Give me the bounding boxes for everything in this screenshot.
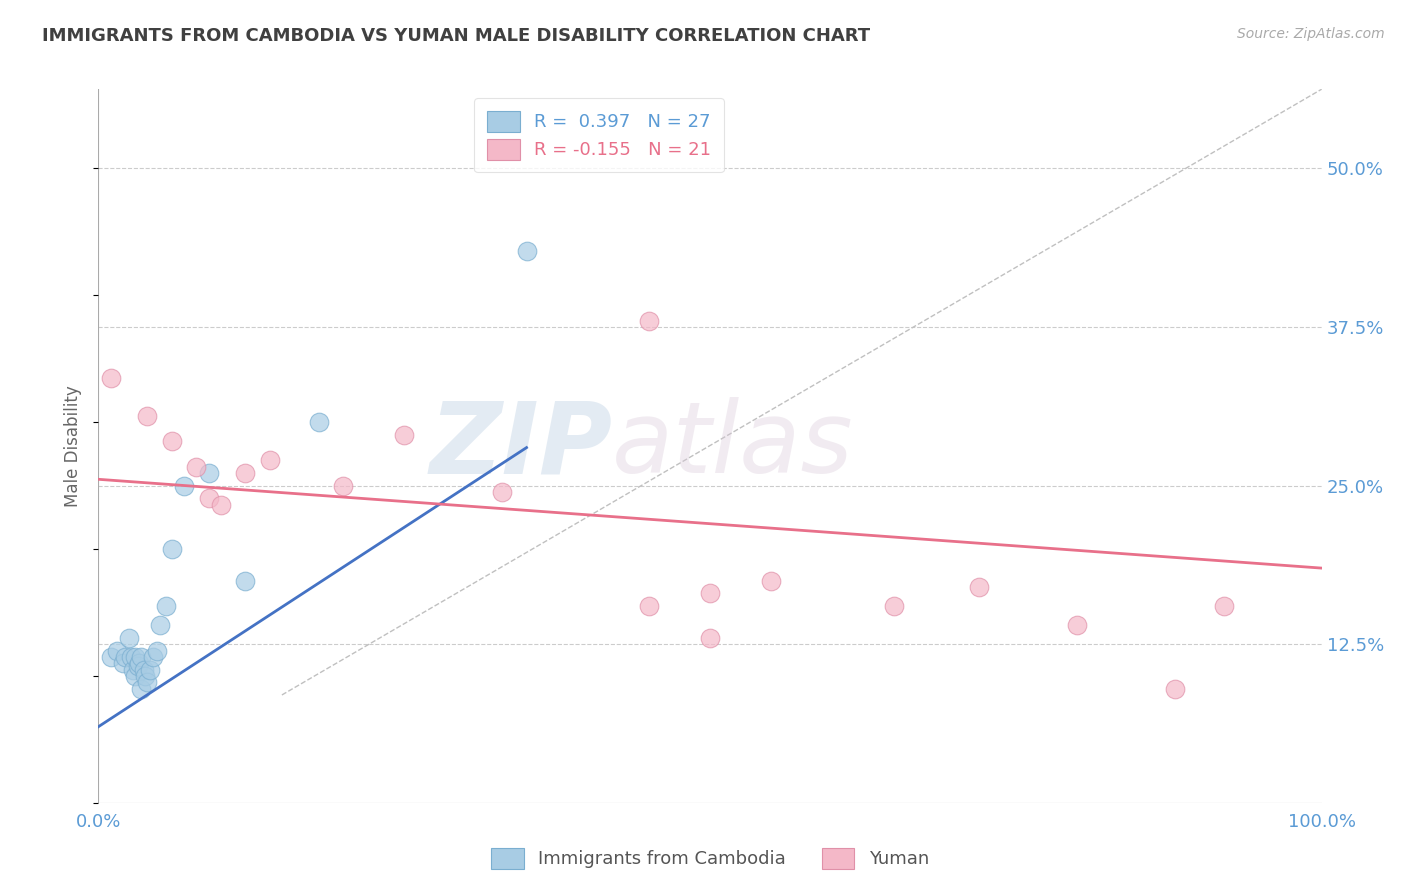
Point — [149, 618, 172, 632]
Point — [308, 415, 330, 429]
Point — [134, 669, 156, 683]
Point — [114, 649, 136, 664]
Text: IMMIGRANTS FROM CAMBODIA VS YUMAN MALE DISABILITY CORRELATION CHART: IMMIGRANTS FROM CAMBODIA VS YUMAN MALE D… — [42, 27, 870, 45]
Point — [186, 459, 208, 474]
Point — [699, 586, 721, 600]
Point — [1164, 681, 1187, 696]
Text: ZIP: ZIP — [429, 398, 612, 494]
Point — [124, 669, 146, 683]
Point — [699, 631, 721, 645]
Point — [128, 657, 150, 671]
Point — [129, 649, 152, 664]
Point — [515, 244, 537, 258]
Point — [233, 466, 256, 480]
Point — [197, 491, 219, 506]
Point — [761, 574, 783, 588]
Point — [160, 434, 183, 449]
Point — [146, 643, 169, 657]
Point — [136, 409, 159, 423]
Text: Source: ZipAtlas.com: Source: ZipAtlas.com — [1237, 27, 1385, 41]
Point — [209, 498, 232, 512]
Point — [1066, 618, 1088, 632]
Point — [100, 649, 122, 664]
Point — [967, 580, 990, 594]
Point — [638, 599, 661, 614]
Point — [173, 478, 195, 492]
Point — [197, 466, 219, 480]
Point — [332, 478, 354, 492]
Point — [124, 649, 146, 664]
Point — [155, 599, 177, 614]
Point — [491, 485, 513, 500]
Point — [883, 599, 905, 614]
Y-axis label: Male Disability: Male Disability — [65, 385, 83, 507]
Point — [111, 657, 134, 671]
Point — [392, 428, 416, 442]
Point — [121, 663, 143, 677]
Point — [100, 371, 122, 385]
Point — [120, 649, 142, 664]
Point — [160, 542, 183, 557]
Point — [105, 643, 128, 657]
Point — [118, 631, 141, 645]
Point — [142, 649, 165, 664]
Text: atlas: atlas — [612, 398, 853, 494]
Point — [127, 658, 149, 673]
Legend: Immigrants from Cambodia, Yuman: Immigrants from Cambodia, Yuman — [481, 837, 939, 880]
Point — [139, 663, 162, 677]
Point — [1212, 599, 1234, 614]
Point — [259, 453, 281, 467]
Point — [136, 675, 159, 690]
Point — [233, 574, 256, 588]
Point — [132, 663, 155, 677]
Point — [129, 681, 152, 696]
Point — [638, 314, 661, 328]
